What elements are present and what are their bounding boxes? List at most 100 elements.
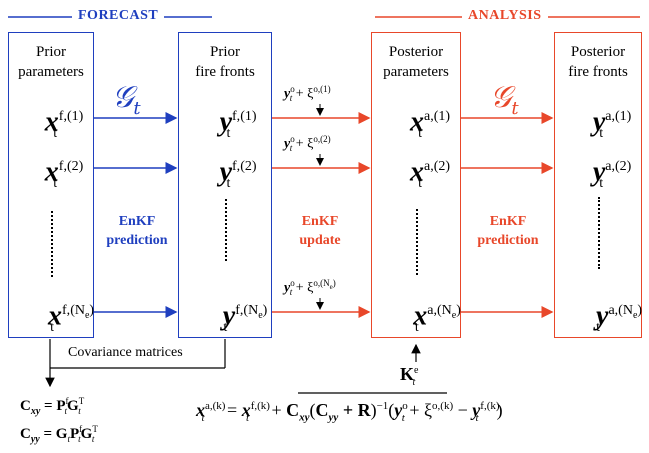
minus: − <box>453 400 473 420</box>
prior-parameters-box: Prior parameters xf,(1)t xf,(2)t xf,(Ne)… <box>8 32 94 338</box>
obs-xi-sup: o,(1) <box>313 84 331 94</box>
var-symbol: x <box>410 106 425 138</box>
p-symbol: P <box>69 426 80 442</box>
member-index: (N <box>618 303 633 318</box>
paren: ( <box>309 400 316 420</box>
box-title-line1: Prior <box>210 44 240 60</box>
inverse-sup: −1 <box>376 400 389 412</box>
g-sub: t <box>78 406 81 416</box>
label-line1: EnKF <box>118 214 156 229</box>
y-sup: o <box>402 400 408 412</box>
var-symbol: x <box>48 300 63 332</box>
member-index: (1) <box>66 109 84 124</box>
paren: ( <box>388 400 395 420</box>
g2-symbol: G <box>80 426 93 442</box>
box-title-line2: fire fronts <box>195 64 255 80</box>
obs-sub: t <box>289 143 293 154</box>
var-symbol: y <box>219 106 233 138</box>
posterior-parameters-box: Posterior parameters xa,(1)t xa,(2)t xa,… <box>371 32 461 338</box>
obs-sub: t <box>289 93 293 104</box>
var-sup: a, <box>424 109 434 124</box>
var-symbol: x <box>413 300 428 332</box>
ellipsis-dots <box>51 211 53 277</box>
label-line2: prediction <box>106 233 168 248</box>
g-sub: t <box>67 434 70 444</box>
member-2: xf,(2) t <box>9 153 93 198</box>
obs-y: y <box>284 280 291 296</box>
x-sub: t <box>245 411 249 424</box>
p-sup: f <box>65 396 69 406</box>
y-sub: t <box>475 411 479 424</box>
var-sub: t <box>53 125 58 141</box>
ne-sub: e <box>451 309 457 321</box>
var-sub: t <box>226 175 231 191</box>
observation-2: yot + ξo,(2) <box>284 134 331 153</box>
operator-symbol: 𝒢 <box>490 80 512 115</box>
obs-sup: o <box>290 84 295 94</box>
var-sub: t <box>418 175 422 191</box>
operator-sub: t <box>133 98 141 119</box>
member-index: (1) <box>433 109 451 124</box>
ne-sub: e <box>258 309 263 321</box>
obs-plus: + ξ <box>292 280 314 296</box>
x-symbol: x <box>241 400 251 420</box>
var-sup: f, <box>232 109 241 124</box>
c-sub: xy <box>299 411 310 424</box>
r-symbol: + R <box>338 400 371 420</box>
member-index: (N <box>436 303 452 318</box>
box-title-line2: parameters <box>383 64 449 80</box>
k-sup: e <box>414 365 419 376</box>
p-sub: t <box>64 406 68 416</box>
g2-sub: t <box>91 434 95 444</box>
analysis-operator: 𝒢t <box>490 80 519 119</box>
var-sup: a, <box>605 109 615 124</box>
var-sub: t <box>599 175 604 191</box>
operator-sub: t <box>511 98 519 119</box>
c-symbol: C <box>20 426 31 442</box>
enkf-prediction-label-1: EnKF prediction <box>104 212 170 250</box>
observation-n: yot + ξo,(Ne) <box>284 278 336 297</box>
member-index: (1) <box>240 109 257 124</box>
c-symbol: C <box>286 400 300 420</box>
box-title-line1: Posterior <box>388 44 444 60</box>
plus: + <box>267 400 287 420</box>
member-index: (2) <box>433 159 451 174</box>
member-2: yf,(2) t <box>179 153 271 198</box>
obs-y: y <box>284 86 291 102</box>
enkf-prediction-label-2: EnKF prediction <box>470 212 546 250</box>
ne-sub: e <box>84 309 90 321</box>
var-sub: t <box>414 319 419 335</box>
obs-sup: o <box>290 278 295 288</box>
k-symbol: K <box>400 364 415 384</box>
paren: ) <box>332 278 336 288</box>
enkf-update-label: EnKF update <box>286 212 354 250</box>
paren: ) <box>262 303 268 318</box>
var-sup: f, <box>232 159 241 174</box>
var-sub: t <box>50 319 54 335</box>
member-index: (N <box>70 303 85 318</box>
box-title-line1: Prior <box>36 44 66 60</box>
operator-symbol: 𝒢 <box>112 80 134 115</box>
c-symbol: C <box>20 398 31 414</box>
c-sub: yy <box>30 434 40 445</box>
var-sup: f, <box>235 303 244 318</box>
var-symbol: x <box>410 156 425 188</box>
box-title-line1: Posterior <box>570 44 626 60</box>
ellipsis-dots <box>598 197 600 269</box>
member-index: (2) <box>66 159 84 174</box>
var-sup: a, <box>608 303 619 318</box>
y-sup: f,(k) <box>480 400 500 412</box>
member-2: ya,(2) t <box>555 153 641 198</box>
g-sup: T <box>78 396 85 406</box>
plus-xi: + ξ <box>404 400 433 420</box>
ne-sub: e <box>632 309 638 321</box>
var-sub: t <box>599 125 604 141</box>
ellipsis-dots <box>225 199 227 261</box>
paren: ) <box>637 303 643 318</box>
p-sub: t <box>78 434 81 444</box>
y-sub: t <box>401 411 405 424</box>
k-sub: t <box>412 376 416 388</box>
member-2: xa,(2) t <box>372 153 460 198</box>
forecast-header: FORECAST <box>72 8 165 24</box>
